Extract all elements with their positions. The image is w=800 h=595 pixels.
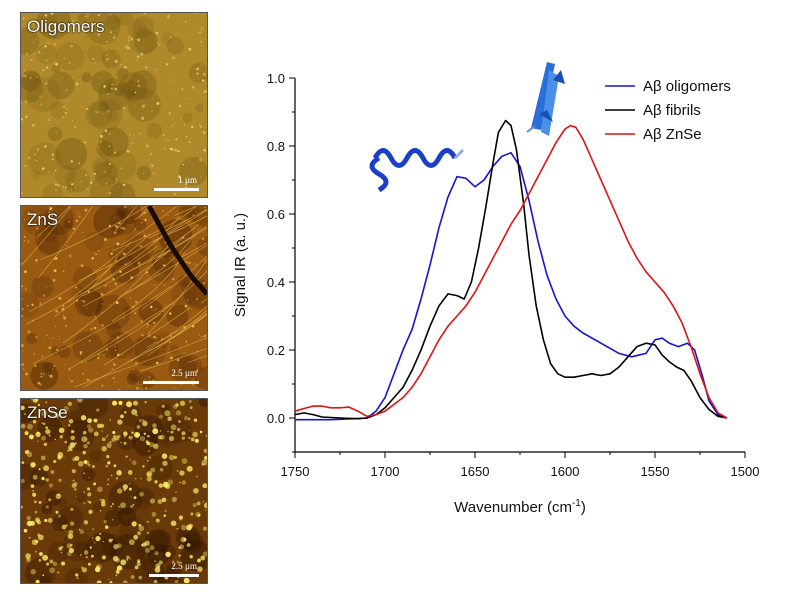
series-line-oligomers bbox=[295, 152, 728, 421]
scale-bar-oligomers bbox=[154, 188, 199, 191]
x-axis-title: Wavenumber (cm-1) bbox=[454, 498, 586, 516]
y-axis-title: Signal IR (a. u.) bbox=[232, 213, 249, 317]
afm-image-bg bbox=[21, 13, 207, 197]
scale-label-znse: 2.5 µm bbox=[171, 561, 197, 571]
afm-panel-znse: ZnSe 2.5 µm bbox=[20, 398, 208, 584]
legend-entry: Aβ fibrils bbox=[643, 102, 701, 119]
ir-spectrum-chart: 1750 1700 1650 1600 1550 1500 0.0 0.2 0.4 0.6 0.8 1… bbox=[232, 62, 760, 516]
scale-bar-znse bbox=[149, 574, 199, 577]
panel-label-znse: ZnSe bbox=[27, 403, 68, 422]
x-tick-label: 1750 bbox=[281, 464, 310, 479]
y-tick-label: 0.4 bbox=[267, 275, 285, 290]
afm-image-znse bbox=[21, 399, 207, 583]
y-tick-label: 0.6 bbox=[267, 207, 285, 222]
series-line-fibrils bbox=[294, 119, 728, 420]
x-tick-label: 1550 bbox=[641, 464, 670, 479]
scale-bar-zns bbox=[143, 381, 199, 384]
legend-entry: Aβ ZnSe bbox=[643, 126, 702, 143]
x-tick-label: 1500 bbox=[731, 464, 760, 479]
afm-panel-zns: ZnS 2.5 µm bbox=[20, 205, 208, 391]
afm-image-zns bbox=[21, 206, 207, 390]
panel-label-oligomers: Oligomers bbox=[27, 17, 105, 36]
y-tick-label: 0.8 bbox=[267, 139, 285, 154]
x-tick-label: 1700 bbox=[371, 464, 400, 479]
y-tick-label: 0.0 bbox=[267, 411, 285, 426]
scale-label-oligomers: 1 µm bbox=[178, 175, 197, 185]
afm-image-oligomers bbox=[21, 13, 207, 197]
y-tick-label: 0.2 bbox=[267, 343, 285, 358]
alpha-helix-structure-icon bbox=[369, 148, 465, 193]
legend-entry: Aβ oligomers bbox=[643, 78, 731, 95]
afm-panel-oligomers: Oligomers 1 µm bbox=[20, 12, 208, 198]
panel-label-zns: ZnS bbox=[27, 210, 59, 229]
scale-label-zns: 2.5 µm bbox=[171, 368, 197, 378]
series-line-znse bbox=[294, 124, 728, 419]
y-tick-label: 1.0 bbox=[267, 71, 285, 86]
afm-image-bg bbox=[21, 399, 207, 583]
x-tick-label: 1650 bbox=[461, 464, 490, 479]
x-tick-label: 1600 bbox=[551, 464, 580, 479]
beta-sheet-structure-icon bbox=[526, 62, 565, 136]
